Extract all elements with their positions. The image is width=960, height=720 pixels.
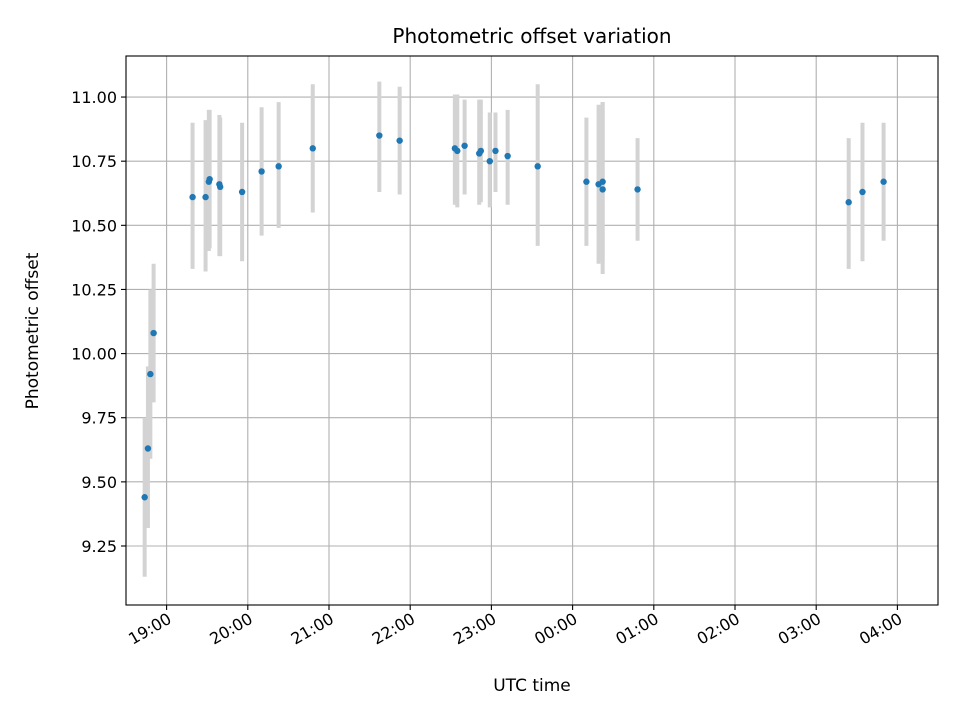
y-axis-label: Photometric offset	[23, 252, 43, 409]
data-point	[309, 145, 316, 152]
data-point	[534, 163, 541, 170]
data-point	[150, 329, 157, 337]
data-point	[238, 188, 246, 196]
y-tick-label: 9.25	[81, 537, 117, 556]
data-point	[599, 178, 606, 185]
data-point	[486, 157, 493, 165]
y-axis-ticks: 9.25 9.50 9.75 10.00 10.25 10.50 10.75 11.00	[71, 88, 126, 556]
y-tick-label: 10.75	[71, 152, 117, 171]
data-point	[599, 186, 606, 193]
data-point	[454, 147, 461, 155]
data-point	[634, 186, 641, 193]
data-points	[141, 132, 887, 501]
data-point	[880, 178, 887, 185]
data-point	[141, 494, 148, 501]
data-point	[461, 142, 468, 149]
data-point	[859, 188, 866, 196]
data-point	[504, 152, 511, 160]
y-tick-label: 9.75	[81, 409, 117, 428]
data-point	[477, 147, 485, 155]
data-point	[147, 370, 154, 378]
y-tick-label: 10.25	[71, 280, 117, 299]
data-point	[376, 132, 383, 139]
data-point	[258, 168, 265, 175]
x-axis-label: UTC time	[493, 676, 571, 696]
data-point	[144, 445, 152, 452]
y-tick-label: 10.50	[71, 216, 117, 235]
data-point	[202, 193, 209, 201]
y-tick-label: 11.00	[71, 88, 117, 107]
data-point	[275, 163, 282, 170]
y-tick-label: 9.50	[81, 473, 117, 492]
data-point	[492, 147, 499, 155]
plot-frame	[125, 55, 939, 606]
data-point	[583, 178, 590, 185]
data-point	[845, 199, 852, 206]
data-point	[396, 137, 403, 144]
y-tick-label: 10.00	[71, 345, 117, 364]
data-point	[206, 175, 213, 183]
chart-title: Photometric offset variation	[392, 24, 671, 48]
data-point	[189, 193, 196, 201]
data-point	[216, 183, 224, 191]
